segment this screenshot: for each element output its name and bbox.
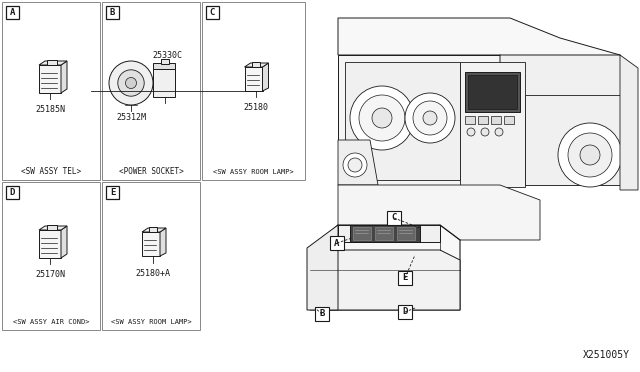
Text: 25170N: 25170N bbox=[35, 270, 65, 279]
Bar bbox=[398, 271, 412, 285]
Text: <POWER SOCKET>: <POWER SOCKET> bbox=[118, 167, 184, 176]
Polygon shape bbox=[39, 226, 67, 230]
Bar bbox=[397, 227, 415, 240]
Circle shape bbox=[495, 128, 503, 136]
Bar bbox=[460, 62, 525, 187]
Text: 25312M: 25312M bbox=[116, 113, 146, 122]
Polygon shape bbox=[142, 228, 166, 232]
Bar bbox=[468, 75, 517, 109]
Bar bbox=[47, 225, 57, 230]
Bar bbox=[106, 186, 119, 199]
Bar bbox=[202, 2, 305, 180]
Bar bbox=[149, 227, 157, 232]
Circle shape bbox=[348, 158, 362, 172]
Bar bbox=[102, 182, 200, 330]
Bar bbox=[2, 182, 100, 330]
Text: E: E bbox=[110, 188, 115, 197]
Polygon shape bbox=[338, 18, 620, 90]
Text: B: B bbox=[319, 310, 324, 318]
Circle shape bbox=[413, 101, 447, 135]
Bar bbox=[478, 116, 488, 124]
Text: C: C bbox=[210, 8, 215, 17]
Polygon shape bbox=[500, 55, 635, 185]
Bar bbox=[2, 2, 100, 180]
Text: X251005Y: X251005Y bbox=[583, 350, 630, 360]
Text: 25185N: 25185N bbox=[35, 105, 65, 114]
Bar bbox=[161, 59, 169, 64]
Text: A: A bbox=[334, 238, 340, 247]
Bar bbox=[244, 67, 262, 91]
Text: <SW ASSY AIR COND>: <SW ASSY AIR COND> bbox=[13, 319, 89, 325]
Text: 25330C: 25330C bbox=[152, 51, 182, 60]
Bar bbox=[398, 305, 412, 319]
Polygon shape bbox=[338, 185, 540, 240]
Polygon shape bbox=[262, 63, 269, 91]
Polygon shape bbox=[244, 63, 269, 67]
Bar bbox=[206, 6, 219, 19]
Text: B: B bbox=[110, 8, 115, 17]
Text: <SW ASSY TEL>: <SW ASSY TEL> bbox=[21, 167, 81, 176]
Circle shape bbox=[343, 153, 367, 177]
Circle shape bbox=[481, 128, 489, 136]
Polygon shape bbox=[160, 228, 166, 256]
Polygon shape bbox=[39, 61, 67, 65]
Polygon shape bbox=[153, 63, 175, 69]
Text: <SW ASSY ROOM LAMP>: <SW ASSY ROOM LAMP> bbox=[213, 169, 294, 175]
Circle shape bbox=[350, 86, 414, 150]
Polygon shape bbox=[620, 55, 638, 190]
Bar bbox=[153, 69, 175, 97]
Bar bbox=[6, 186, 19, 199]
Circle shape bbox=[558, 123, 622, 187]
Bar bbox=[142, 232, 160, 256]
Circle shape bbox=[118, 70, 144, 96]
Bar bbox=[330, 236, 344, 250]
Bar bbox=[491, 116, 501, 124]
Bar bbox=[504, 116, 514, 124]
Text: 25180: 25180 bbox=[243, 103, 268, 112]
Text: 25180+A: 25180+A bbox=[136, 269, 170, 278]
Bar bbox=[106, 6, 119, 19]
Polygon shape bbox=[61, 226, 67, 258]
Polygon shape bbox=[350, 225, 420, 242]
Bar bbox=[47, 60, 57, 65]
Text: D: D bbox=[10, 188, 15, 197]
Polygon shape bbox=[310, 250, 460, 310]
Circle shape bbox=[109, 61, 153, 105]
Text: <SW ASSY ROOM LAMP>: <SW ASSY ROOM LAMP> bbox=[111, 319, 191, 325]
Text: C: C bbox=[391, 214, 397, 222]
Circle shape bbox=[423, 111, 437, 125]
Polygon shape bbox=[61, 61, 67, 93]
Bar bbox=[465, 72, 520, 112]
Circle shape bbox=[568, 133, 612, 177]
Circle shape bbox=[125, 77, 136, 89]
Bar bbox=[39, 230, 61, 258]
Polygon shape bbox=[310, 225, 460, 310]
Bar bbox=[375, 227, 393, 240]
Bar bbox=[315, 307, 329, 321]
Bar bbox=[102, 2, 200, 180]
Bar bbox=[252, 62, 259, 67]
Bar bbox=[387, 211, 401, 225]
Circle shape bbox=[467, 128, 475, 136]
Bar bbox=[465, 116, 475, 124]
Circle shape bbox=[372, 108, 392, 128]
Text: D: D bbox=[403, 308, 408, 317]
Polygon shape bbox=[338, 55, 500, 185]
Text: E: E bbox=[403, 273, 408, 282]
Bar bbox=[6, 6, 19, 19]
Circle shape bbox=[580, 145, 600, 165]
Circle shape bbox=[359, 95, 405, 141]
Bar bbox=[353, 227, 371, 240]
Bar bbox=[39, 65, 61, 93]
Polygon shape bbox=[338, 140, 378, 185]
Text: A: A bbox=[10, 8, 15, 17]
Polygon shape bbox=[307, 225, 338, 310]
Bar bbox=[525, 95, 625, 185]
Polygon shape bbox=[345, 62, 460, 180]
Polygon shape bbox=[338, 225, 440, 242]
Circle shape bbox=[405, 93, 455, 143]
